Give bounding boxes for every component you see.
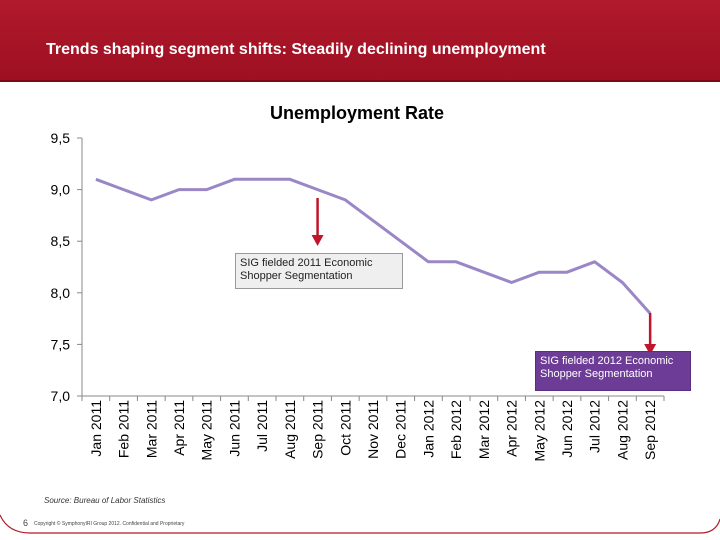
page-number: 6: [23, 518, 29, 528]
x-tick-label: Apr 2011: [171, 400, 187, 456]
x-tick-label: Jan 2012: [420, 400, 436, 458]
y-tick-label: 8,0: [51, 285, 71, 301]
x-tick-label: Feb 2012: [448, 400, 464, 459]
arrow-head: [311, 235, 324, 246]
footer-curve: [0, 514, 720, 534]
header-banner: Trends shaping segment shifts: Steadily …: [0, 0, 720, 82]
source-note: Source: Bureau of Labor Statistics: [44, 496, 166, 505]
x-tick-label: Apr 2012: [504, 400, 520, 457]
x-tick-label: Jun 2012: [559, 400, 575, 458]
x-tick-label: Oct 2011: [337, 400, 353, 456]
x-tick-label: Jul 2012: [587, 400, 603, 453]
series-unemployment: [95, 177, 652, 315]
arrow-head: [644, 344, 657, 355]
y-tick-label: 7,5: [51, 336, 71, 352]
x-axis: Jan 2011 Feb 2011 Mar 2011 Apr 2011 May 2011…: [81, 395, 665, 462]
x-tick-label: Aug 2011: [282, 400, 298, 459]
y-tick-label: 9,0: [51, 182, 71, 198]
y-tick-label: 9,5: [51, 130, 71, 146]
copyright-text: Copyright © SymphonyIRI Group 2012. Conf…: [34, 521, 185, 527]
chart-title: Unemployment Rate: [270, 103, 444, 123]
page-title: Trends shaping segment shifts: Steadily …: [46, 41, 546, 58]
x-tick-label: Feb 2011: [116, 400, 132, 458]
callout-2011-annotation: SIG fielded 2011 Economic Shopper Segmen…: [235, 253, 403, 289]
callout-arrows: [311, 198, 657, 355]
y-tick-label: 8,5: [51, 233, 71, 249]
x-tick-label: May 2011: [199, 400, 215, 461]
x-tick-label: Aug 2012: [614, 400, 630, 460]
x-tick-label: Sep 2012: [642, 400, 658, 460]
x-tick-label: Sep 2011: [310, 400, 326, 459]
series-line: [95, 177, 652, 315]
x-tick-label: May 2012: [531, 400, 547, 462]
callout-2012-annotation: SIG fielded 2012 Economic Shopper Segmen…: [535, 351, 691, 391]
x-tick-label: Mar 2011: [143, 400, 159, 458]
x-tick-label: Jan 2011: [88, 400, 104, 457]
x-tick-label: Jul 2011: [254, 400, 270, 452]
x-tick-label: Nov 2011: [365, 400, 381, 459]
y-tick-label: 7,0: [51, 388, 71, 404]
x-tick-label: Mar 2012: [476, 400, 492, 459]
y-axis: 7,0 7,5 8,0 8,5 9,0 9,5: [51, 130, 83, 404]
x-tick-label: Dec 2011: [393, 400, 409, 459]
x-tick-label: Jun 2011: [226, 400, 242, 457]
